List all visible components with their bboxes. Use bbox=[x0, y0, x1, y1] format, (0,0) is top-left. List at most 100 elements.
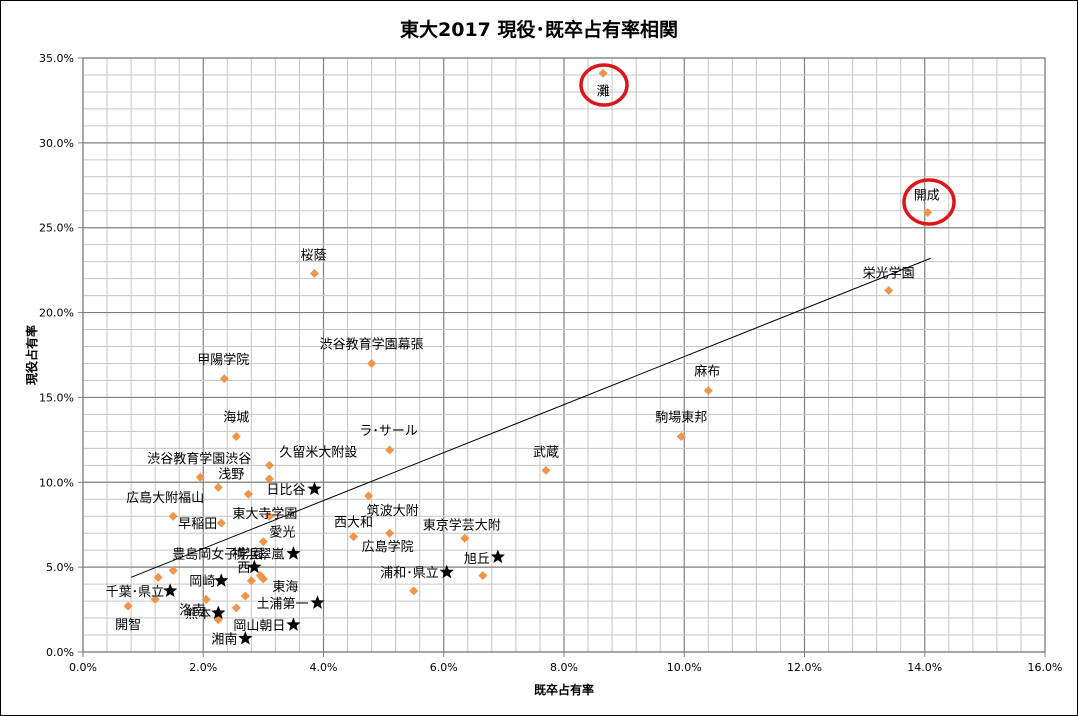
point-label: 東京学芸大附 bbox=[423, 517, 501, 533]
point-label: 久留米大附設 bbox=[279, 444, 357, 460]
data-point-star bbox=[211, 605, 226, 620]
data-point bbox=[123, 601, 133, 611]
plot-area: 0.0% 2.0% 4.0% 6.0% 8.0% 10.0% 12.0% 14.0% 16.0%… bbox=[39, 52, 1062, 674]
point-label: 岡山朝日 bbox=[233, 619, 285, 634]
data-point bbox=[541, 465, 551, 475]
point-label: 海城 bbox=[223, 410, 249, 425]
data-point bbox=[409, 586, 419, 596]
point-label: 東大寺学園 bbox=[232, 506, 297, 522]
data-point bbox=[246, 576, 256, 586]
y-tick-label: 15.0% bbox=[39, 391, 74, 404]
data-point-star bbox=[310, 595, 325, 609]
data-point bbox=[216, 518, 226, 528]
data-point bbox=[201, 594, 211, 604]
x-tick-label: 8.0% bbox=[550, 661, 578, 674]
data-point bbox=[153, 572, 163, 582]
point-label: 広島大附福山 bbox=[126, 491, 204, 506]
point-label: 麻布 bbox=[694, 365, 720, 380]
point-label: 東海 bbox=[272, 579, 298, 595]
point-label: 横浜翠嵐 bbox=[232, 548, 284, 563]
point-label: 豊島岡女子学園 bbox=[172, 547, 263, 563]
point-label: ラ･サール bbox=[359, 424, 418, 439]
data-point bbox=[923, 207, 933, 217]
data-point bbox=[884, 286, 894, 296]
y-tick-label: 35.0% bbox=[39, 52, 74, 65]
data-point bbox=[213, 482, 223, 492]
x-tick-label: 16.0% bbox=[1028, 661, 1063, 674]
data-point bbox=[168, 566, 178, 576]
data-point bbox=[240, 591, 250, 601]
data-point bbox=[478, 571, 488, 581]
point-label: 広島学院 bbox=[362, 539, 414, 555]
point-label: 西 bbox=[237, 561, 250, 576]
data-point bbox=[385, 445, 395, 455]
data-point bbox=[349, 532, 359, 542]
point-label: 灘 bbox=[597, 84, 610, 99]
point-label: 栄光学園 bbox=[863, 266, 915, 282]
data-point bbox=[703, 386, 713, 396]
data-point-star bbox=[490, 549, 505, 564]
data-point bbox=[264, 511, 274, 521]
point-label: 駒場東邦 bbox=[655, 409, 707, 425]
point-label: 開成 bbox=[914, 188, 940, 203]
data-point bbox=[231, 431, 241, 441]
data-point bbox=[367, 358, 377, 368]
x-tick-label: 12.0% bbox=[787, 661, 822, 674]
point-label: 千葉･県立 bbox=[106, 585, 165, 600]
data-point bbox=[219, 374, 229, 384]
data-point bbox=[598, 68, 608, 78]
y-tick-label: 0.0% bbox=[46, 646, 74, 659]
point-label: 武蔵 bbox=[533, 445, 559, 460]
x-tick-label: 4.0% bbox=[310, 661, 338, 674]
point-label: 開智 bbox=[115, 618, 141, 633]
data-point bbox=[195, 472, 205, 482]
data-point bbox=[168, 511, 178, 521]
data-point-star bbox=[286, 546, 301, 560]
point-label: 熊本 bbox=[185, 606, 211, 622]
y-axis-title: 現役占有率 bbox=[24, 325, 39, 385]
point-label: 湘南 bbox=[211, 631, 237, 647]
x-tick-label: 10.0% bbox=[667, 661, 702, 674]
data-point bbox=[676, 431, 686, 441]
data-point bbox=[264, 474, 274, 484]
x-tick-label: 0.0% bbox=[69, 661, 97, 674]
x-tick-label: 6.0% bbox=[430, 661, 458, 674]
point-label: 早稲田 bbox=[178, 517, 217, 532]
data-point bbox=[258, 537, 268, 547]
chart-title: 東大2017 現役･既卒占有率相関 bbox=[400, 18, 678, 41]
point-label: 土浦第一 bbox=[256, 597, 308, 612]
point-label: 筑波大附 bbox=[367, 503, 419, 519]
data-point bbox=[364, 491, 374, 501]
point-label: 洛南 bbox=[179, 602, 205, 618]
highlight-circle bbox=[579, 63, 629, 107]
data-point-star bbox=[214, 573, 229, 587]
trendline bbox=[130, 257, 931, 578]
point-label: 日比谷 bbox=[266, 483, 305, 498]
point-label: 渋谷教育学園幕張 bbox=[320, 336, 424, 352]
data-point bbox=[258, 574, 268, 584]
highlight-circle bbox=[902, 178, 956, 226]
point-label: 旭丘 bbox=[464, 552, 490, 567]
data-point bbox=[150, 594, 160, 604]
data-point bbox=[309, 269, 319, 279]
data-point-star bbox=[286, 617, 301, 631]
data-point bbox=[243, 489, 253, 499]
point-label: 桜蔭 bbox=[300, 249, 326, 264]
data-point-star bbox=[163, 583, 178, 597]
data-point-star bbox=[238, 630, 253, 645]
data-point-star bbox=[307, 481, 322, 496]
data-point bbox=[460, 533, 470, 543]
point-label: 愛光 bbox=[269, 526, 295, 541]
y-tick-label: 30.0% bbox=[39, 137, 74, 150]
x-axis-title: 既卒占有率 bbox=[534, 682, 594, 697]
point-label: 浅野 bbox=[218, 467, 244, 482]
data-point bbox=[231, 603, 241, 613]
point-label: 岡崎 bbox=[189, 575, 215, 590]
point-label: 渋谷教育学園渋谷 bbox=[147, 451, 251, 467]
y-tick-label: 5.0% bbox=[46, 561, 74, 574]
point-label: 甲陽学院 bbox=[197, 352, 249, 368]
point-label: 西大和 bbox=[334, 516, 373, 531]
